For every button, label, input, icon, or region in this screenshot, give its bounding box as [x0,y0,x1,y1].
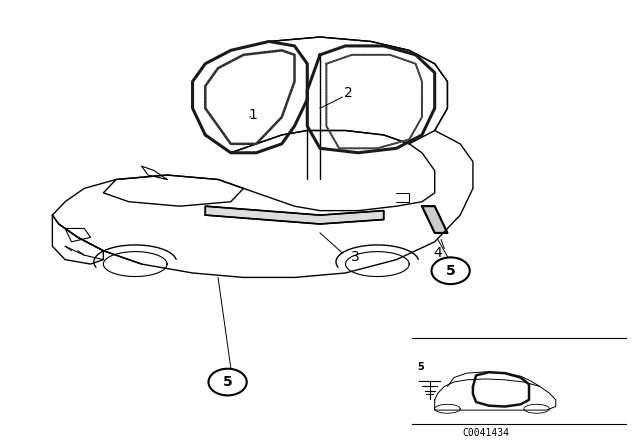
Polygon shape [422,206,447,233]
Text: 4: 4 [433,246,442,260]
Text: 5: 5 [417,362,424,372]
Text: 1: 1 [249,108,257,122]
Text: 2: 2 [344,86,353,99]
Polygon shape [205,206,384,224]
Text: 5: 5 [223,375,232,389]
Text: 3: 3 [351,250,360,264]
Text: C0041434: C0041434 [462,428,509,438]
Text: 5: 5 [445,264,456,278]
